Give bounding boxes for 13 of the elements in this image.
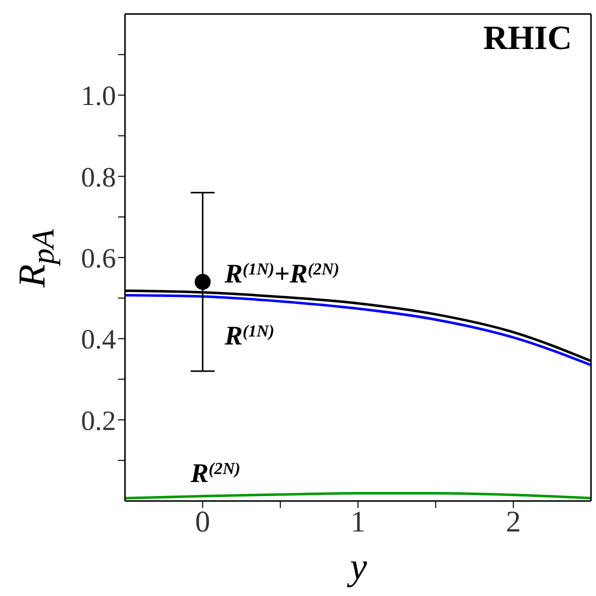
y-tick-label: 0.2 — [81, 406, 116, 437]
x-tick-label: 0 — [195, 505, 210, 538]
x-tick-label: 2 — [506, 505, 521, 538]
series-label: R$^{(2N)}$ — [190, 458, 240, 488]
y-tick-label: 0.6 — [81, 243, 116, 274]
series-label: R$^{(1N)}$+R$^{(2N)}$ — [224, 258, 340, 288]
series-label: R$^{(1N)}$ — [224, 320, 274, 350]
y-tick-label: 0.8 — [81, 162, 116, 194]
chart-title: RHIC — [483, 20, 572, 58]
y-tick-label: 0.4 — [81, 324, 116, 356]
x-axis-title: y — [346, 545, 368, 589]
x-tick-label: 1 — [350, 505, 366, 538]
y-tick-label: 1.0 — [81, 81, 116, 112]
